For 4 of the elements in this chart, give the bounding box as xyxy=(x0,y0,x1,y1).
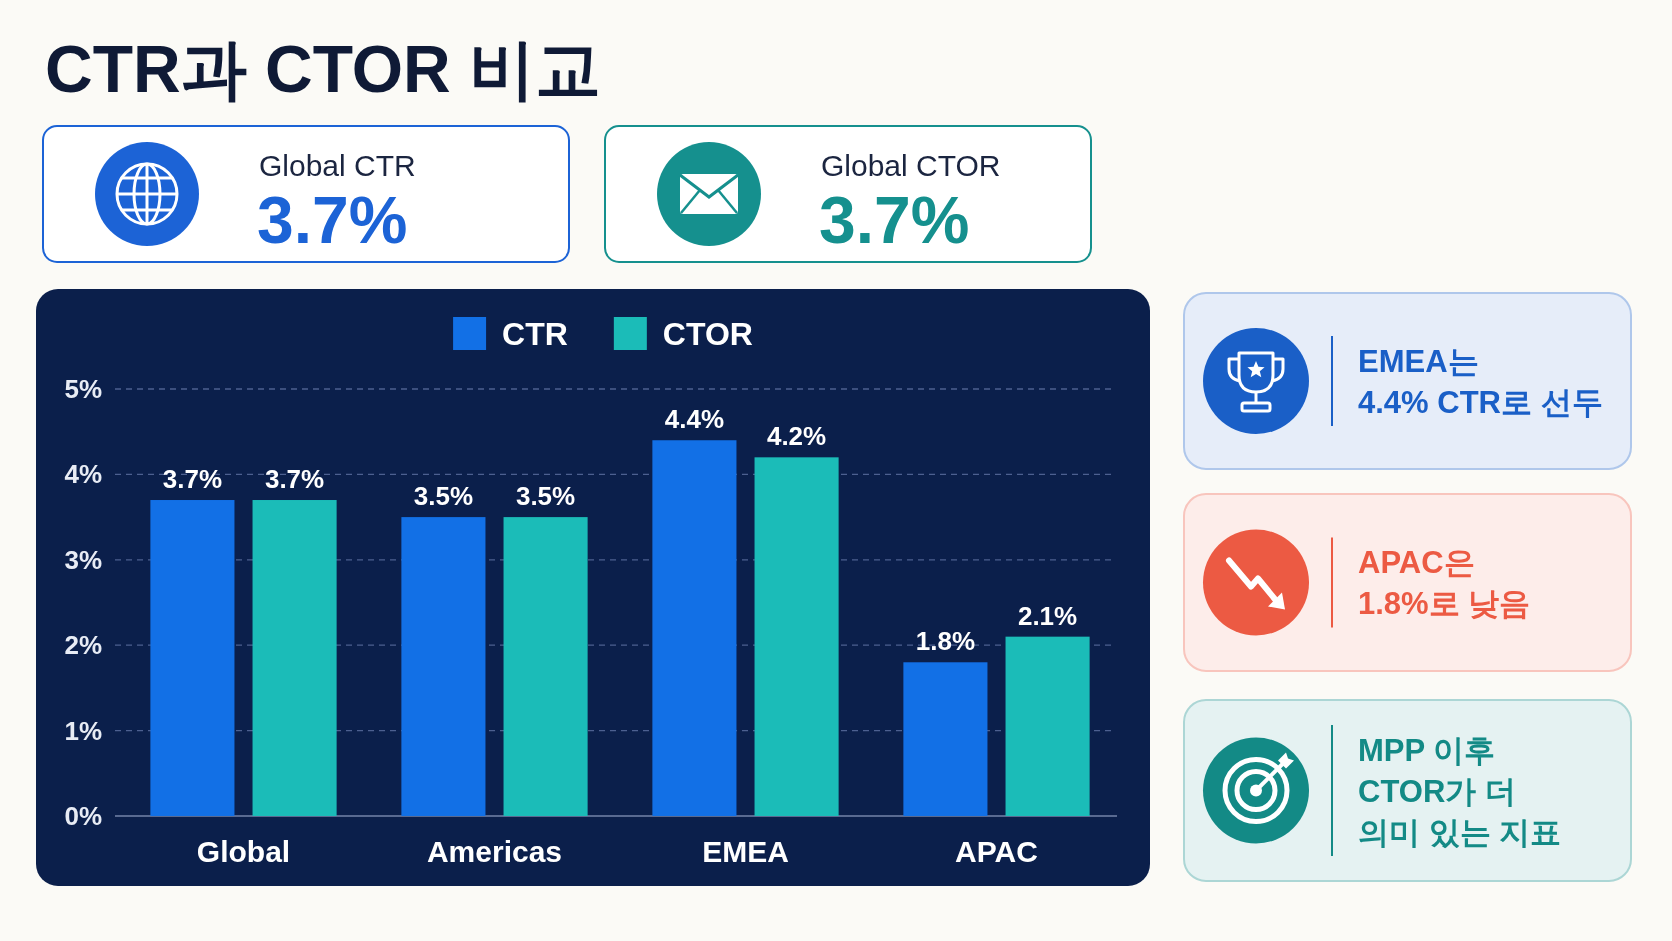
title: CTR과 CTOR 비교 xyxy=(45,32,602,106)
note: EMEA는 4.4% CTR로 선두 xyxy=(1358,343,1603,420)
note: MPP 이후 CTOR가 더 의미 있는 지표 xyxy=(1358,732,1562,850)
note: APAC은 1.8%로 낮음 xyxy=(1358,545,1531,621)
